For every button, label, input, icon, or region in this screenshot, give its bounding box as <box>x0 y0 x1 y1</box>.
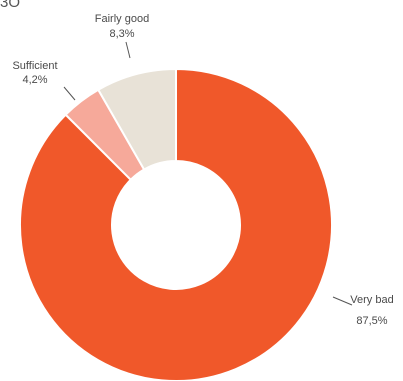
slice-very-bad <box>19 67 333 381</box>
donut-slices <box>19 67 333 381</box>
slice-fairly-good <box>96 67 177 171</box>
slice-labels: Very bad 87,5% Sufficient 4,2% Fairly go… <box>12 13 393 327</box>
leader-fairly-good <box>125 41 131 59</box>
label-very-bad-value: 87,5% <box>356 315 387 327</box>
label-very-bad-name: Very bad <box>350 294 393 306</box>
label-fairly-good-value: 8,3% <box>109 28 134 40</box>
chart-title-fragment: 3O <box>0 0 21 11</box>
label-sufficient-value: 4,2% <box>22 74 47 86</box>
leader-lines <box>63 41 353 306</box>
label-sufficient-name: Sufficient <box>12 60 57 72</box>
label-fairly-good-name: Fairly good <box>95 13 149 25</box>
leader-very-bad <box>332 296 353 306</box>
leader-sufficient <box>63 86 76 101</box>
